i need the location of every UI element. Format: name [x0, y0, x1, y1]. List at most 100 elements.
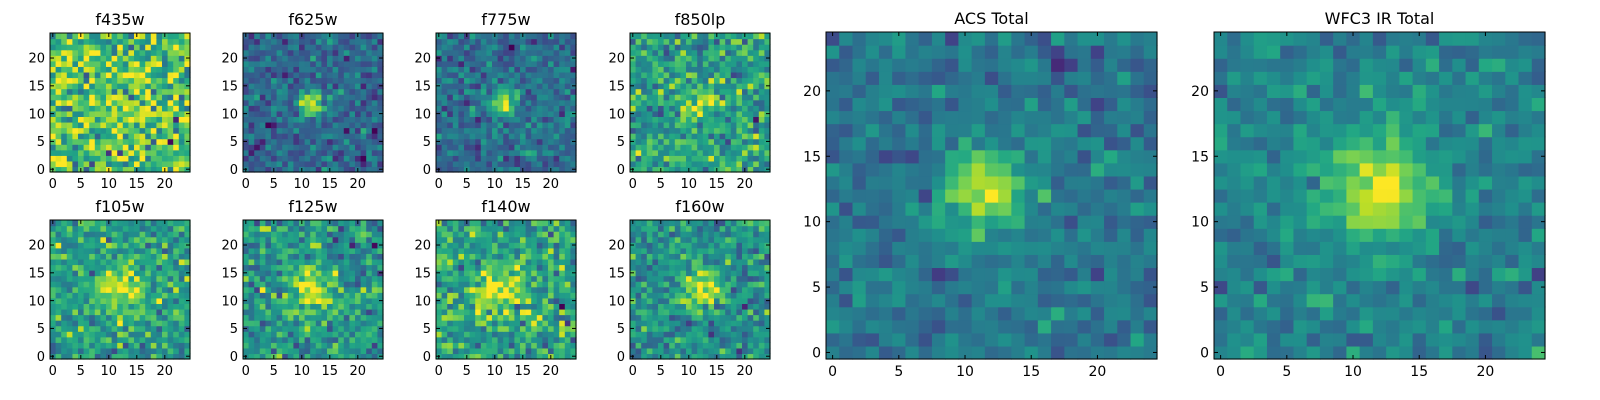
pixel-cell — [646, 281, 653, 288]
pixel-cell — [441, 110, 448, 117]
pixel-cell — [327, 110, 334, 117]
pixel-cell — [122, 314, 129, 321]
pixel-cell — [497, 286, 504, 293]
pixel-cell — [564, 38, 571, 45]
pixel-cell — [83, 49, 90, 56]
pixel-cell — [536, 33, 543, 40]
pixel-cell — [492, 116, 499, 123]
pixel-cell — [497, 236, 504, 243]
pixel-cell — [536, 116, 543, 123]
pixel-cell — [271, 342, 278, 349]
pixel-cell — [452, 116, 459, 123]
pixel-cell — [641, 281, 648, 288]
pixel-cell — [570, 160, 577, 168]
pixel-cell — [652, 331, 659, 338]
pixel-cell — [321, 342, 328, 349]
pixel-cell — [128, 242, 135, 249]
pixel-cell — [366, 308, 373, 316]
pixel-cell — [338, 258, 345, 266]
pixel-cell — [531, 331, 538, 338]
pixel-cell — [162, 133, 169, 140]
pixel-cell — [742, 325, 749, 332]
pixel-cell — [441, 236, 448, 243]
pixel-cell — [122, 99, 129, 106]
pixel-cell — [686, 49, 693, 56]
pixel-cell — [725, 49, 732, 56]
pixel-cell — [293, 71, 300, 79]
pixel-cell — [630, 127, 637, 134]
pixel-cell — [117, 253, 124, 260]
pixel-cell — [525, 286, 532, 293]
pixel-cell — [310, 83, 317, 90]
pixel-cell — [167, 155, 174, 162]
pixel-cell — [66, 347, 73, 355]
pixel-cell — [100, 160, 107, 168]
pixel-cell — [674, 88, 681, 95]
pixel-cell — [452, 55, 459, 62]
pixel-cell — [686, 314, 693, 321]
pixel-cell — [139, 166, 146, 173]
pixel-cell — [134, 94, 141, 101]
pixel-cell — [321, 253, 328, 260]
pixel-cell — [436, 160, 443, 168]
pixel-cell — [111, 220, 118, 227]
pixel-cell — [742, 38, 749, 45]
pixel-cell — [338, 44, 345, 51]
pixel-cell — [349, 77, 356, 84]
pixel-cell — [447, 66, 454, 73]
pixel-cell — [248, 292, 255, 299]
pixel-cell — [559, 281, 566, 288]
pixel-cell — [674, 281, 681, 288]
pixel-cell — [156, 149, 163, 156]
pixel-cell — [287, 281, 294, 288]
pixel-cell — [293, 297, 300, 304]
pixel-cell — [559, 166, 566, 173]
pixel-cell — [548, 38, 555, 45]
pixel-cell — [122, 231, 129, 238]
pixel-cell — [458, 55, 465, 62]
pixel-cell — [117, 314, 124, 321]
pixel-cell — [66, 138, 73, 145]
pixel-cell — [702, 44, 709, 51]
pixel-cell — [282, 155, 289, 162]
pixel-cell — [531, 342, 538, 349]
pixel-cell — [55, 77, 62, 84]
pixel-cell — [447, 242, 454, 249]
pixel-cell — [708, 88, 715, 95]
pixel-cell — [452, 38, 459, 45]
pixel-cell — [293, 220, 300, 227]
pixel-cell — [441, 270, 448, 277]
pixel-cell — [271, 99, 278, 106]
pixel-cell — [691, 303, 698, 310]
pixel-cell — [83, 94, 90, 101]
pixel-cell — [162, 49, 169, 56]
pixel-cell — [89, 77, 96, 84]
pixel-cell — [447, 303, 454, 310]
pixel-cell — [436, 49, 443, 56]
pixel-cell — [178, 297, 185, 304]
pixel-cell — [497, 94, 504, 101]
pixel-cell — [89, 270, 96, 277]
pixel-cell — [725, 133, 732, 140]
pixel-cell — [355, 133, 362, 140]
pixel-cell — [747, 116, 754, 123]
pixel-cell — [469, 292, 476, 299]
pixel-cell — [635, 49, 642, 56]
pixel-cell — [282, 160, 289, 168]
pixel-cell — [89, 258, 96, 266]
pixel-cell — [452, 247, 459, 254]
pixel-cell — [377, 342, 384, 349]
pixel-cell — [243, 281, 250, 288]
pixel-cell — [338, 236, 345, 243]
pixel-cell — [299, 127, 306, 134]
pixel-cell — [548, 83, 555, 90]
pixel-cell — [652, 94, 659, 101]
pixel-cell — [436, 88, 443, 95]
pixel-cell — [702, 66, 709, 73]
pixel-cell — [338, 325, 345, 332]
pixel-cell — [458, 144, 465, 151]
pixel-cell — [497, 133, 504, 140]
pixel-cell — [100, 231, 107, 238]
pixel-cell — [78, 127, 85, 134]
